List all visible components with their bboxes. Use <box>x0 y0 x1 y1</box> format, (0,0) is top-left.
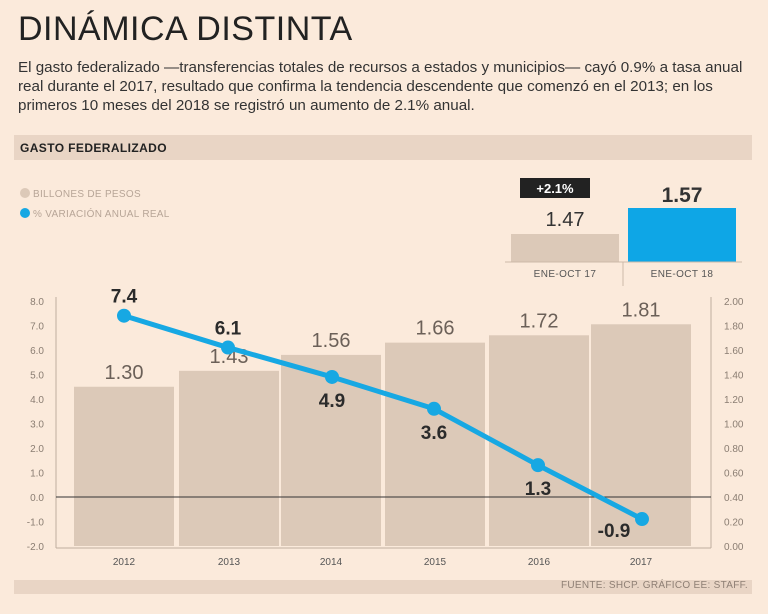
x-tick-label: 2014 <box>320 557 343 568</box>
footer-bar: FUENTE: SHCP. GRÁFICO EE: STAFF. <box>14 580 752 594</box>
bar-2013 <box>179 370 279 546</box>
y-left-tick-label: -1.0 <box>27 518 45 529</box>
change-badge <box>520 178 590 198</box>
y-left-tick-label: -2.0 <box>27 542 45 553</box>
bar-value-label: 1.72 <box>520 310 559 332</box>
y-right-tick-label: 1.40 <box>724 371 744 382</box>
bar-value-label: 1.66 <box>416 318 455 340</box>
y-right-tick-label: 0.40 <box>724 493 744 504</box>
y-left-tick-label: 2.0 <box>30 444 44 455</box>
variation-value-label: 1.3 <box>525 479 551 500</box>
bar-2012 <box>74 386 174 546</box>
page-title: DINÁMICA DISTINTA <box>18 10 353 48</box>
x-tick-label: 2015 <box>424 557 447 568</box>
y-right-tick-label: 0.00 <box>724 542 744 553</box>
comparison-value-label: 1.57 <box>662 184 703 207</box>
y-right-tick-label: 1.00 <box>724 420 744 431</box>
y-right-tick-label: 0.60 <box>724 469 744 480</box>
legend-bars: BILLONES DE PESOS <box>20 188 141 200</box>
variation-point <box>635 512 649 527</box>
comparison-bar <box>628 208 736 262</box>
x-tick-label: 2017 <box>630 557 653 568</box>
variation-point <box>117 308 131 323</box>
bar-value-label: 1.81 <box>622 299 661 321</box>
y-left-tick-label: 1.0 <box>30 469 44 480</box>
x-tick-label: 2012 <box>113 557 136 568</box>
legend-line: % VARIACIÓN ANUAL REAL <box>20 208 170 220</box>
y-left-tick-label: 8.0 <box>30 297 44 308</box>
y-left-tick-label: 0.0 <box>30 493 44 504</box>
legend-line-swatch <box>20 208 30 218</box>
change-badge-label: +2.1% <box>536 181 574 196</box>
y-left-tick-label: 4.0 <box>30 395 44 406</box>
bar-value-label: 1.30 <box>105 362 144 384</box>
bar-2015 <box>385 342 485 546</box>
variation-value-label: 7.4 <box>111 287 138 308</box>
variation-value-label: 3.6 <box>421 423 447 444</box>
y-left-tick-label: 6.0 <box>30 346 44 357</box>
y-left-tick-label: 5.0 <box>30 371 44 382</box>
bar-2017 <box>591 324 691 546</box>
comparison-bar <box>511 234 619 262</box>
y-right-tick-label: 0.20 <box>724 518 744 529</box>
section-header: GASTO FEDERALIZADO <box>14 135 752 160</box>
variation-point <box>531 458 545 473</box>
bar-2016 <box>489 335 589 546</box>
x-tick-label: 2016 <box>528 557 551 568</box>
comparison-category-label: ENE-OCT 18 <box>651 269 714 280</box>
variation-point <box>221 340 235 355</box>
y-left-tick-label: 3.0 <box>30 420 44 431</box>
variation-value-label: 6.1 <box>215 319 242 340</box>
comparison-category-label: ENE-OCT 17 <box>534 269 597 280</box>
variation-point <box>427 401 441 416</box>
y-right-tick-label: 1.80 <box>724 322 744 333</box>
legend-bars-swatch <box>20 188 30 198</box>
variation-value-label: 4.9 <box>319 391 345 412</box>
y-left-tick-label: 7.0 <box>30 322 44 333</box>
bar-value-label: 1.56 <box>312 330 351 352</box>
legend-line-label: % VARIACIÓN ANUAL REAL <box>33 209 170 220</box>
variation-line <box>121 313 645 522</box>
y-right-tick-label: 1.60 <box>724 346 744 357</box>
legend-bars-label: BILLONES DE PESOS <box>33 189 141 200</box>
section-label: GASTO FEDERALIZADO <box>20 141 167 155</box>
y-right-tick-label: 2.00 <box>724 297 744 308</box>
comparison-value-label: 1.47 <box>546 209 585 231</box>
y-right-tick-label: 0.80 <box>724 444 744 455</box>
variation-value-label: -0.9 <box>598 521 631 542</box>
variation-point <box>325 369 339 384</box>
x-tick-label: 2013 <box>218 557 241 568</box>
y-right-tick-label: 1.20 <box>724 395 744 406</box>
source-note: FUENTE: SHCP. GRÁFICO EE: STAFF. <box>560 580 748 591</box>
page-subtitle: El gasto federalizado —transferencias to… <box>18 59 743 114</box>
